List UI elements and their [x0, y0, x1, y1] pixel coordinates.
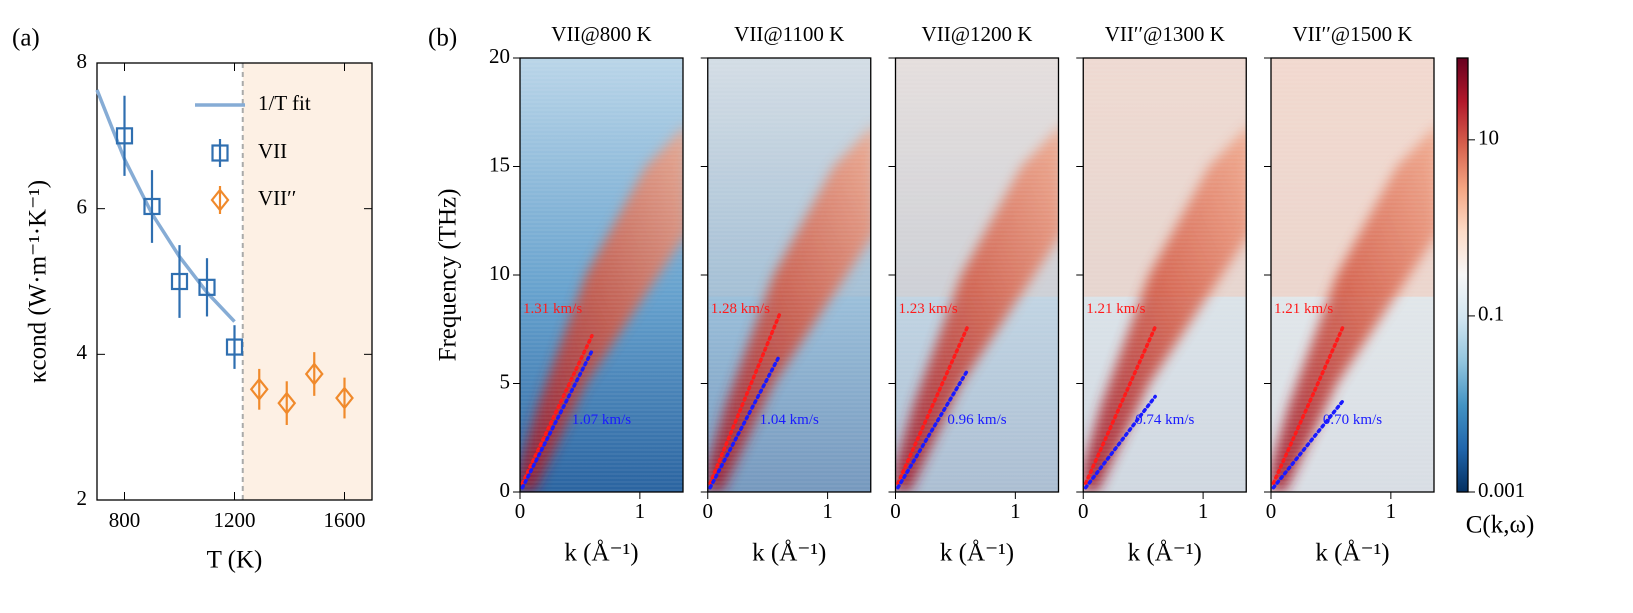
colorbar-tick-label: 0.001: [1478, 478, 1525, 502]
velocity-label: 0.74 km/s: [1135, 412, 1194, 428]
x-tick-label: 0: [703, 499, 714, 523]
x-axis-label: T (K): [207, 547, 263, 574]
panel-label: (b): [428, 25, 457, 52]
x-tick-label: 0: [1078, 499, 1089, 523]
velocity-label: 1.07 km/s: [572, 412, 631, 428]
x-tick-label: 0: [1266, 499, 1277, 523]
velocity-label: 1.31 km/s: [523, 301, 582, 317]
fit-line: [1083, 394, 1157, 490]
velocity-label: 1.21 km/s: [1274, 301, 1333, 317]
x-tick-label: 1200: [214, 508, 256, 532]
marker: [249, 377, 269, 402]
panel-title: VII′′@1300 K: [1105, 22, 1225, 46]
x-tick-label: 1: [1386, 499, 1397, 523]
fit-line: [896, 325, 970, 486]
y-tick-label: 5: [500, 369, 511, 393]
velocity-label: 1.21 km/s: [1086, 301, 1145, 317]
velocity-label: 0.70 km/s: [1323, 412, 1382, 428]
legend-marker: [210, 188, 230, 212]
fit-line: [1271, 399, 1345, 490]
x-tick-label: 0: [890, 499, 901, 523]
fit-line: [1083, 325, 1157, 486]
y-axis-label: Frequency (THz): [435, 189, 462, 362]
x-axis-label: k (Å⁻¹): [564, 540, 638, 567]
legend-label: VII: [258, 139, 287, 163]
marker: [304, 362, 324, 386]
x-tick-label: 0: [515, 499, 526, 523]
fit-line: [708, 353, 782, 490]
panel-label: (a): [12, 25, 40, 52]
y-tick-label: 6: [77, 194, 88, 218]
y-tick-label: 15: [489, 152, 510, 176]
fit-line: [896, 368, 970, 490]
fit-line: [708, 312, 782, 486]
marker: [143, 197, 161, 216]
x-tick-label: 1: [1198, 499, 1209, 523]
y-tick-label: 10: [489, 261, 510, 285]
panel-title: VII′′@1500 K: [1292, 22, 1412, 46]
heatmap: [1271, 58, 1434, 492]
shaded-region: [242, 63, 372, 500]
marker: [115, 127, 134, 145]
x-tick-label: 1: [1010, 499, 1021, 523]
marker: [335, 386, 354, 410]
fit-line: [1271, 325, 1345, 486]
dispersion-band: [707, 128, 871, 492]
panel-title: VII@800 K: [551, 22, 651, 46]
marker: [277, 391, 297, 415]
marker: [170, 272, 189, 291]
x-axis-label: k (Å⁻¹): [1128, 540, 1202, 567]
x-tick-label: 1: [635, 499, 646, 523]
y-tick-label: 0: [500, 478, 511, 502]
y-tick-label: 2: [77, 486, 88, 510]
x-tick-label: 1: [822, 499, 833, 523]
x-axis-label: k (Å⁻¹): [940, 540, 1014, 567]
fit-line: [95, 89, 236, 323]
colorbar-tick-label: 0.1: [1478, 302, 1504, 326]
velocity-label: 0.96 km/s: [947, 412, 1006, 428]
y-tick-label: 20: [489, 44, 510, 68]
y-tick-label: 8: [77, 49, 88, 73]
panel-title: VII@1100 K: [734, 22, 844, 46]
fit-line: [520, 334, 594, 486]
panel-title: VII@1200 K: [922, 22, 1033, 46]
x-tick-label: 800: [109, 508, 141, 532]
legend-label: 1/T fit: [258, 91, 311, 115]
legend-label: VII′′: [258, 186, 296, 210]
marker: [225, 338, 244, 356]
colorbar: [1456, 57, 1469, 493]
x-axis-label: k (Å⁻¹): [1315, 540, 1389, 567]
velocity-label: 1.04 km/s: [760, 412, 819, 428]
velocity-label: 1.23 km/s: [899, 301, 958, 317]
legend-marker: [211, 144, 229, 162]
colorbar-tick-label: 10: [1478, 126, 1499, 150]
x-tick-label: 1600: [324, 508, 366, 532]
x-axis-label: k (Å⁻¹): [752, 540, 826, 567]
y-tick-label: 4: [77, 340, 88, 364]
velocity-label: 1.28 km/s: [711, 301, 770, 317]
heatmap: [895, 58, 1059, 492]
fit-line: [520, 349, 594, 490]
marker: [198, 278, 216, 296]
colorbar-label: C(k,ω): [1466, 512, 1535, 539]
y-axis-label: κcond (W·m⁻¹·K⁻¹): [25, 180, 52, 383]
